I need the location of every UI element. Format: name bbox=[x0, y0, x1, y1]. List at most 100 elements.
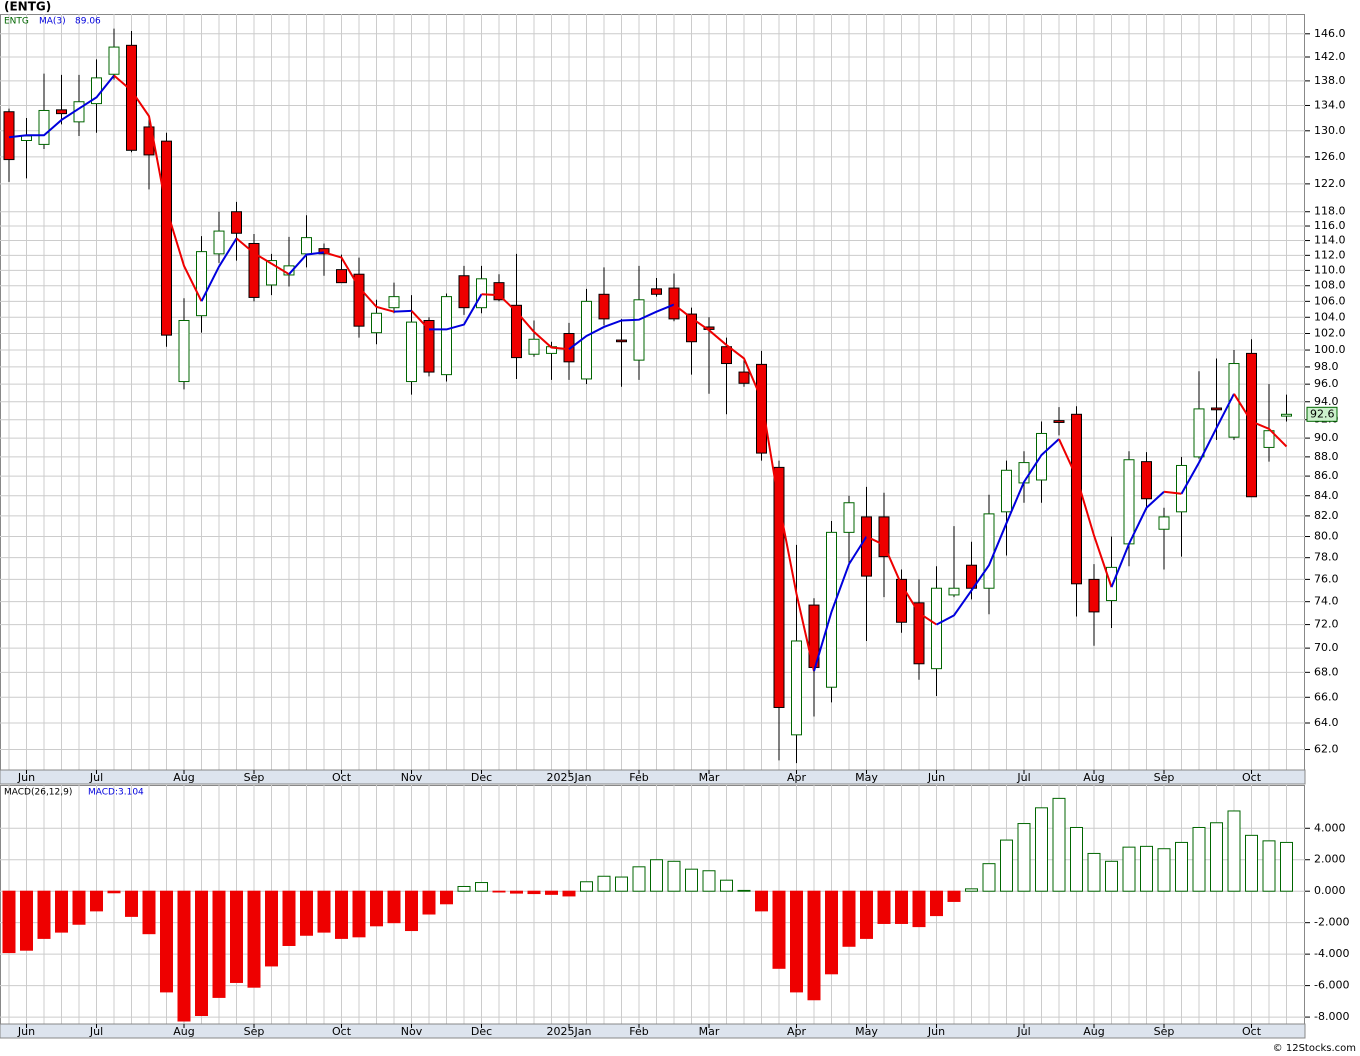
x-tick-label: Jul bbox=[1016, 771, 1030, 784]
x-tick-label: Mar bbox=[699, 771, 720, 784]
candle-body bbox=[896, 578, 907, 623]
candle-body bbox=[476, 278, 487, 309]
candle-body bbox=[983, 513, 995, 589]
candle-body bbox=[843, 502, 855, 533]
ma-line bbox=[1163, 490, 1182, 495]
y-tick-label: 104.0 bbox=[1314, 310, 1346, 323]
candle-body bbox=[1263, 430, 1275, 448]
candle-body bbox=[248, 242, 260, 298]
y-tick-label: 142.0 bbox=[1314, 50, 1346, 63]
last-price-box bbox=[1306, 406, 1338, 422]
candle-body bbox=[3, 111, 15, 161]
y-tick-label: -4.000 bbox=[1314, 947, 1349, 960]
candle-body bbox=[528, 338, 540, 355]
x-tick-label: Dec bbox=[471, 771, 492, 784]
ma-line bbox=[1110, 491, 1165, 588]
y-tick-label: 146.0 bbox=[1314, 27, 1346, 40]
macd-bar bbox=[317, 890, 331, 933]
macd-bar bbox=[807, 890, 821, 1001]
y-tick-label: 130.0 bbox=[1314, 124, 1346, 137]
macd-bar bbox=[55, 890, 68, 933]
x-tick-label: May bbox=[855, 1025, 878, 1038]
macd-bar bbox=[475, 882, 488, 892]
macd-bar bbox=[405, 890, 418, 932]
candle-body bbox=[791, 640, 802, 736]
macd-bar bbox=[282, 890, 296, 946]
last-price-label: 92.6 bbox=[1310, 407, 1335, 420]
y-tick-label: 110.0 bbox=[1314, 263, 1346, 276]
y-tick-label: 94.0 bbox=[1314, 395, 1339, 408]
macd-bar bbox=[895, 890, 908, 924]
candle-body bbox=[948, 587, 960, 596]
macd-bar bbox=[265, 890, 278, 967]
y-tick-label: 102.0 bbox=[1314, 326, 1346, 339]
candle-body bbox=[441, 296, 452, 376]
ma-line bbox=[410, 310, 430, 331]
macd-bar bbox=[300, 890, 313, 936]
candle-body bbox=[56, 109, 67, 115]
x-tick-label: Oct bbox=[1242, 771, 1262, 784]
ma-line bbox=[393, 309, 412, 313]
x-tick-label: Aug bbox=[173, 1025, 194, 1038]
candle-body bbox=[1211, 407, 1222, 411]
macd-bar bbox=[527, 890, 541, 895]
x-tick-label: Oct bbox=[332, 771, 352, 784]
macd-bar bbox=[1122, 846, 1136, 892]
plot-area: 146.0 142.0 138.0 134.0 130.0 126.0 122.0 118.0… bbox=[0, 14, 1349, 1039]
macd-bar bbox=[2, 890, 16, 954]
y-tick-label: 76.0 bbox=[1314, 572, 1339, 585]
y-tick-label: 62.0 bbox=[1314, 743, 1339, 756]
macd-bar bbox=[947, 890, 961, 902]
candle-body bbox=[651, 288, 662, 295]
macd-bar bbox=[352, 890, 366, 938]
macd-bar bbox=[142, 890, 156, 935]
macd-bar bbox=[1280, 841, 1293, 892]
ma-line bbox=[866, 535, 938, 626]
macd-bar bbox=[965, 888, 978, 892]
macd-bar bbox=[107, 890, 121, 894]
macd-bar bbox=[90, 890, 103, 912]
candle-body bbox=[1281, 413, 1292, 417]
ma-line bbox=[429, 293, 483, 331]
ma-line bbox=[673, 303, 815, 672]
candle-body bbox=[1106, 566, 1117, 602]
x-tick-label: Jun bbox=[927, 771, 945, 784]
y-tick-label: 80.0 bbox=[1314, 530, 1339, 543]
x-tick-label: May bbox=[855, 771, 878, 784]
x-tick-label: Aug bbox=[173, 771, 194, 784]
macd-bar bbox=[755, 890, 768, 912]
macd-bar bbox=[842, 890, 856, 947]
y-tick-label: 78.0 bbox=[1314, 551, 1339, 564]
candle-body bbox=[738, 371, 750, 384]
x-tick-label: Apr bbox=[787, 1025, 807, 1038]
ma-line bbox=[1180, 393, 1235, 495]
x-tick-label: Aug bbox=[1083, 771, 1104, 784]
candle-body bbox=[913, 602, 925, 665]
candle-body bbox=[1158, 516, 1170, 530]
x-tick-label: Nov bbox=[401, 1025, 423, 1038]
macd-bar bbox=[20, 890, 33, 951]
macd-bar bbox=[825, 890, 838, 975]
candle-body bbox=[1001, 469, 1012, 513]
candle-body bbox=[1088, 578, 1100, 613]
macd-bar bbox=[772, 890, 786, 969]
ma-line bbox=[288, 251, 325, 275]
candle-body bbox=[773, 466, 785, 708]
candle-body bbox=[301, 237, 312, 255]
candle-body bbox=[1071, 413, 1082, 585]
y-tick-label: 74.0 bbox=[1314, 595, 1339, 608]
legend-macd: MACD:3.104 bbox=[88, 788, 144, 798]
y-tick-label: 88.0 bbox=[1314, 450, 1339, 463]
macd-bar bbox=[1000, 839, 1013, 892]
candle-body bbox=[1141, 461, 1152, 500]
macd-bar bbox=[667, 860, 681, 892]
ma-line bbox=[568, 303, 675, 351]
y-tick-label: 4.000 bbox=[1314, 821, 1346, 834]
candle-body bbox=[878, 516, 890, 558]
x-axis-band bbox=[0, 769, 1306, 785]
y-tick-label: 126.0 bbox=[1314, 150, 1346, 163]
candle-body bbox=[178, 319, 190, 383]
x-tick-label: Sep bbox=[244, 1025, 265, 1038]
candle-body bbox=[336, 269, 347, 284]
